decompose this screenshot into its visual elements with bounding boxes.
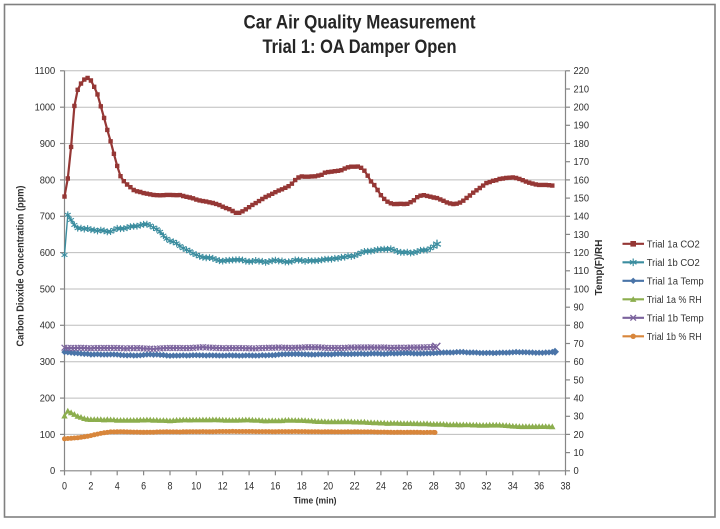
svg-text:Time (min): Time (min)	[294, 495, 337, 506]
svg-text:600: 600	[40, 248, 56, 259]
svg-text:10: 10	[574, 448, 585, 459]
svg-text:Trial 1: OA Damper Open: Trial 1: OA Damper Open	[263, 37, 457, 58]
svg-text:0: 0	[574, 466, 580, 477]
svg-text:800: 800	[40, 175, 56, 186]
svg-text:400: 400	[40, 321, 56, 332]
svg-text:20: 20	[574, 430, 585, 441]
svg-text:2: 2	[88, 481, 93, 493]
svg-text:Trial 1a % RH: Trial 1a % RH	[647, 295, 702, 306]
svg-text:30: 30	[574, 412, 585, 423]
svg-text:200: 200	[574, 103, 590, 114]
svg-text:80: 80	[574, 321, 585, 332]
svg-text:34: 34	[508, 481, 518, 493]
svg-text:Trial 1b % RH: Trial 1b % RH	[647, 332, 702, 343]
svg-text:200: 200	[40, 394, 56, 405]
svg-text:Trial 1a Temp: Trial 1a Temp	[647, 277, 704, 288]
svg-text:Trial 1b Temp: Trial 1b Temp	[647, 314, 704, 325]
svg-text:0: 0	[50, 466, 56, 477]
svg-text:8: 8	[168, 481, 173, 493]
svg-text:22: 22	[350, 481, 360, 493]
svg-text:6: 6	[141, 481, 146, 493]
svg-text:500: 500	[40, 284, 56, 295]
svg-text:36: 36	[534, 481, 544, 493]
svg-text:90: 90	[574, 303, 585, 314]
svg-text:18: 18	[297, 481, 307, 493]
svg-text:28: 28	[429, 481, 439, 493]
svg-text:700: 700	[40, 212, 56, 223]
svg-text:20: 20	[323, 481, 333, 493]
svg-text:120: 120	[574, 248, 590, 259]
svg-text:30: 30	[455, 481, 465, 493]
svg-text:180: 180	[574, 139, 590, 150]
svg-text:Trial 1a CO2: Trial 1a CO2	[647, 240, 700, 251]
svg-text:140: 140	[574, 212, 590, 223]
svg-text:900: 900	[40, 139, 56, 150]
svg-text:1000: 1000	[35, 103, 56, 114]
svg-text:210: 210	[574, 84, 590, 95]
svg-text:50: 50	[574, 375, 585, 386]
svg-text:4: 4	[115, 481, 120, 493]
svg-text:170: 170	[574, 157, 590, 168]
svg-text:60: 60	[574, 357, 585, 368]
svg-text:0: 0	[62, 481, 67, 493]
svg-text:38: 38	[561, 481, 571, 493]
svg-text:190: 190	[574, 121, 590, 132]
svg-text:24: 24	[376, 481, 386, 493]
svg-text:32: 32	[481, 481, 491, 493]
svg-text:40: 40	[574, 394, 585, 405]
svg-text:Temp(F)/RH: Temp(F)/RH	[593, 240, 605, 296]
svg-text:110: 110	[574, 266, 590, 277]
svg-text:300: 300	[40, 357, 56, 368]
svg-text:Carbon Dioxide Concentration (: Carbon Dioxide Concentration (ppm)	[16, 186, 27, 347]
svg-text:70: 70	[574, 339, 585, 350]
svg-text:100: 100	[40, 430, 56, 441]
svg-text:16: 16	[270, 481, 280, 493]
svg-text:100: 100	[574, 284, 590, 295]
svg-text:10: 10	[191, 481, 201, 493]
svg-text:Trial 1b CO2: Trial 1b CO2	[647, 258, 700, 269]
svg-text:1100: 1100	[35, 66, 56, 77]
svg-text:14: 14	[244, 481, 254, 493]
svg-text:Car Air Quality Measurement: Car Air Quality Measurement	[244, 13, 477, 34]
svg-text:220: 220	[574, 66, 590, 77]
svg-text:26: 26	[402, 481, 412, 493]
svg-text:12: 12	[218, 481, 228, 493]
svg-text:160: 160	[574, 175, 590, 186]
svg-text:150: 150	[574, 194, 590, 205]
svg-text:130: 130	[574, 230, 590, 241]
